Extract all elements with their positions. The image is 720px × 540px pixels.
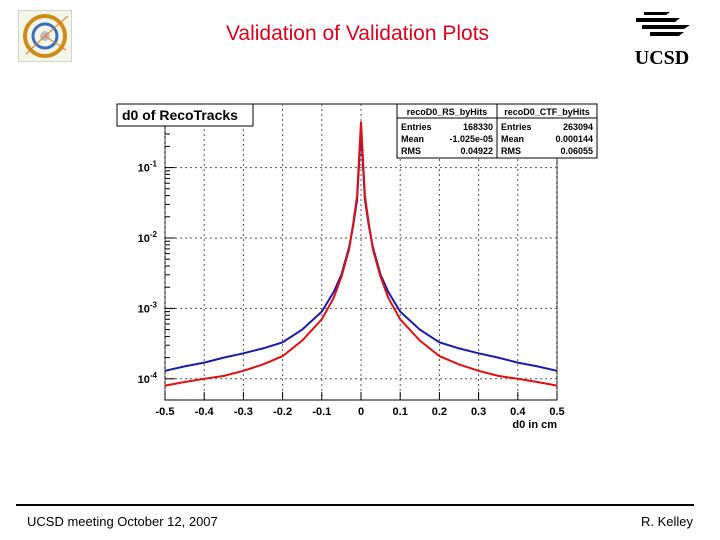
stats-box	[496, 103, 598, 159]
footer-divider	[16, 504, 694, 506]
x-tick-label: -0.4	[195, 406, 215, 418]
ucsd-logo: UCSD	[635, 12, 690, 68]
plot-grid	[164, 104, 558, 400]
stats-value: 0.04922	[460, 146, 493, 156]
ucsd-logo-text: UCSD	[635, 47, 689, 68]
stats-label: Entries	[401, 122, 432, 132]
stats-label: RMS	[401, 146, 421, 156]
stats-label: Mean	[501, 134, 524, 144]
x-axis-label: d0 in cm	[512, 419, 557, 431]
chart-title-box	[116, 103, 254, 127]
stats-value: 0.000144	[555, 134, 593, 144]
series-line-recoD0_CTF_byHits	[164, 121, 558, 387]
x-tick-label: 0.4	[510, 406, 526, 418]
x-axis-ticks: -0.5 -0.4 -0.3 -0.2 -0.1 0 0.1 0.2 0.3 0.4 0.5	[156, 392, 565, 418]
y-tick-label: 10-3	[138, 300, 158, 315]
chart-title: d0 of RecoTracks	[122, 107, 238, 123]
x-tick-label: 0.5	[549, 406, 564, 418]
stats-label: Mean	[401, 134, 424, 144]
y-tick-label: 10-4	[138, 371, 158, 386]
cms-logo	[18, 10, 72, 62]
series-layer	[164, 121, 558, 387]
stats-value: 168330	[463, 122, 493, 132]
stats-label: RMS	[501, 146, 521, 156]
x-tick-label: -0.5	[156, 406, 175, 418]
x-tick-label: 0	[358, 406, 364, 418]
x-tick-label: 0.3	[471, 406, 486, 418]
y-tick-label: 10-1	[138, 160, 158, 175]
stats-value: 0.06055	[560, 146, 593, 156]
stats-box-title: recoD0_RS_byHits	[407, 107, 488, 117]
x-tick-label: 0.1	[393, 406, 408, 418]
stats-label: Entries	[501, 122, 532, 132]
footer-meeting: UCSD meeting October 12, 2007	[27, 514, 218, 529]
stats-box-title: recoD0_CTF_byHits	[504, 107, 590, 117]
y-tick-label: 10-2	[138, 230, 158, 245]
x-tick-label: -0.2	[273, 406, 292, 418]
slide-title: Validation of Validation Plots	[225, 22, 490, 45]
stats-boxes: recoD0_RS_byHits Entries 168330 Mean -1.025e…	[396, 103, 598, 159]
x-tick-label: -0.1	[312, 406, 331, 418]
footer-author: R. Kelley	[640, 514, 693, 529]
x-tick-label: 0.2	[432, 406, 447, 418]
x-tick-label: -0.3	[234, 406, 253, 418]
stats-value: -1.025e-05	[449, 134, 493, 144]
stats-value: 263094	[563, 122, 593, 132]
